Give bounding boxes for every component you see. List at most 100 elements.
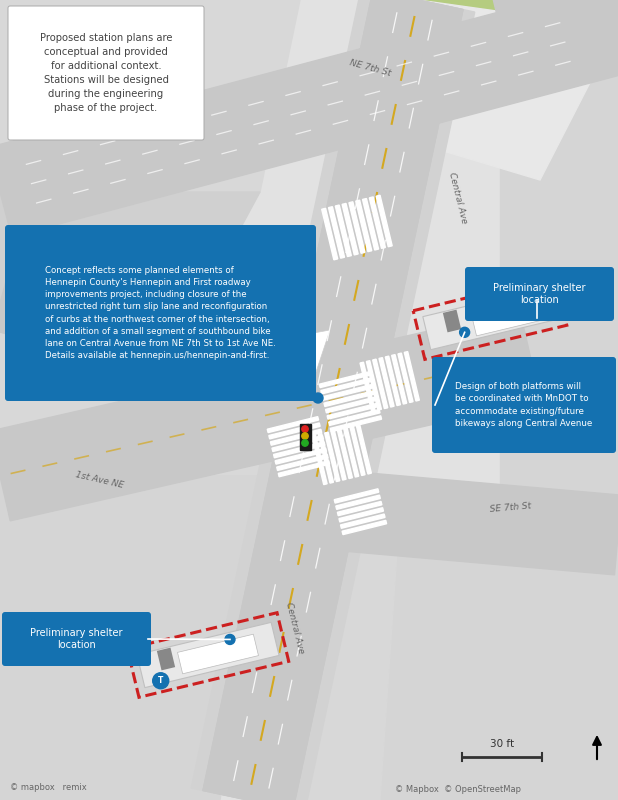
Polygon shape — [157, 648, 175, 670]
Text: Central Ave: Central Ave — [447, 171, 468, 225]
Polygon shape — [329, 410, 380, 426]
Text: 1st Ave NE: 1st Ave NE — [75, 470, 125, 490]
Polygon shape — [327, 403, 378, 419]
Polygon shape — [0, 310, 540, 521]
Polygon shape — [255, 330, 330, 400]
Circle shape — [313, 393, 323, 403]
Circle shape — [302, 440, 308, 446]
Polygon shape — [137, 622, 279, 688]
Text: Preliminary shelter
location: Preliminary shelter location — [493, 283, 586, 305]
Bar — [300, 424, 310, 450]
Polygon shape — [324, 432, 340, 482]
Polygon shape — [324, 390, 375, 406]
Polygon shape — [493, 0, 618, 57]
Polygon shape — [443, 310, 461, 332]
Polygon shape — [341, 514, 385, 528]
Polygon shape — [271, 430, 322, 446]
Polygon shape — [370, 197, 386, 248]
Polygon shape — [356, 200, 372, 252]
Polygon shape — [366, 361, 381, 410]
Polygon shape — [380, 508, 618, 800]
Polygon shape — [0, 192, 260, 303]
Polygon shape — [318, 434, 334, 483]
Polygon shape — [423, 286, 557, 350]
Polygon shape — [337, 429, 352, 478]
Polygon shape — [360, 362, 375, 412]
Polygon shape — [342, 520, 387, 534]
Text: © mapbox   remix: © mapbox remix — [10, 783, 87, 793]
Circle shape — [302, 426, 308, 432]
Polygon shape — [326, 397, 377, 413]
Polygon shape — [203, 0, 463, 800]
Polygon shape — [203, 0, 463, 800]
Polygon shape — [275, 448, 326, 464]
Polygon shape — [0, 276, 318, 417]
Polygon shape — [472, 298, 544, 336]
Polygon shape — [312, 435, 327, 485]
Polygon shape — [0, 0, 300, 192]
Polygon shape — [277, 454, 328, 470]
Polygon shape — [322, 208, 337, 260]
Polygon shape — [349, 202, 365, 254]
Text: T: T — [535, 288, 540, 297]
Polygon shape — [321, 378, 372, 394]
Text: Preliminary shelter
location: Preliminary shelter location — [30, 628, 123, 650]
Polygon shape — [339, 508, 383, 522]
Polygon shape — [272, 435, 323, 451]
Polygon shape — [386, 356, 400, 406]
Polygon shape — [404, 351, 420, 401]
Polygon shape — [418, 0, 618, 28]
Circle shape — [529, 284, 545, 300]
Polygon shape — [0, 0, 618, 237]
FancyBboxPatch shape — [465, 267, 614, 321]
Polygon shape — [344, 427, 358, 477]
Polygon shape — [376, 195, 392, 246]
Polygon shape — [392, 354, 407, 404]
Text: Concept reflects some planned elements of
Hennepin County's Hennepin and First r: Concept reflects some planned elements o… — [44, 266, 276, 360]
Circle shape — [153, 673, 169, 689]
Circle shape — [225, 634, 235, 645]
Polygon shape — [330, 416, 381, 432]
Text: T: T — [158, 676, 163, 686]
Polygon shape — [307, 468, 618, 575]
Polygon shape — [274, 442, 325, 458]
Polygon shape — [373, 359, 387, 409]
Text: Design of both platforms will
be coordinated with MnDOT to
accommodate existing/: Design of both platforms will be coordin… — [455, 382, 593, 428]
Polygon shape — [337, 502, 382, 516]
Polygon shape — [379, 358, 394, 407]
Text: NE 7th St: NE 7th St — [349, 58, 392, 78]
Polygon shape — [267, 417, 318, 433]
Polygon shape — [363, 198, 379, 250]
FancyBboxPatch shape — [432, 357, 616, 453]
Polygon shape — [0, 476, 270, 800]
Polygon shape — [177, 634, 258, 674]
FancyBboxPatch shape — [8, 6, 204, 140]
Polygon shape — [398, 353, 413, 402]
Polygon shape — [336, 205, 352, 257]
Text: Proposed station plans are
conceptual and provided
for additional context.
Stati: Proposed station plans are conceptual an… — [40, 33, 172, 113]
Text: SE 7th St: SE 7th St — [489, 502, 531, 514]
Polygon shape — [269, 423, 320, 439]
Polygon shape — [248, 508, 400, 800]
Polygon shape — [0, 303, 310, 476]
Polygon shape — [500, 28, 618, 500]
Polygon shape — [323, 384, 374, 400]
Polygon shape — [334, 489, 379, 503]
Polygon shape — [350, 426, 365, 475]
Text: © Mapbox  © OpenStreetMap: © Mapbox © OpenStreetMap — [395, 786, 521, 794]
Polygon shape — [278, 461, 329, 477]
Polygon shape — [320, 372, 371, 388]
Polygon shape — [329, 206, 345, 258]
FancyBboxPatch shape — [5, 225, 316, 401]
Polygon shape — [191, 0, 475, 800]
Polygon shape — [336, 495, 380, 510]
Circle shape — [302, 433, 308, 439]
FancyBboxPatch shape — [2, 612, 151, 666]
Polygon shape — [331, 430, 346, 480]
Text: 30 ft: 30 ft — [490, 739, 514, 749]
Circle shape — [460, 327, 470, 338]
Polygon shape — [342, 203, 358, 255]
Polygon shape — [357, 425, 371, 474]
Polygon shape — [418, 0, 618, 180]
Text: Central Ave: Central Ave — [284, 602, 306, 654]
